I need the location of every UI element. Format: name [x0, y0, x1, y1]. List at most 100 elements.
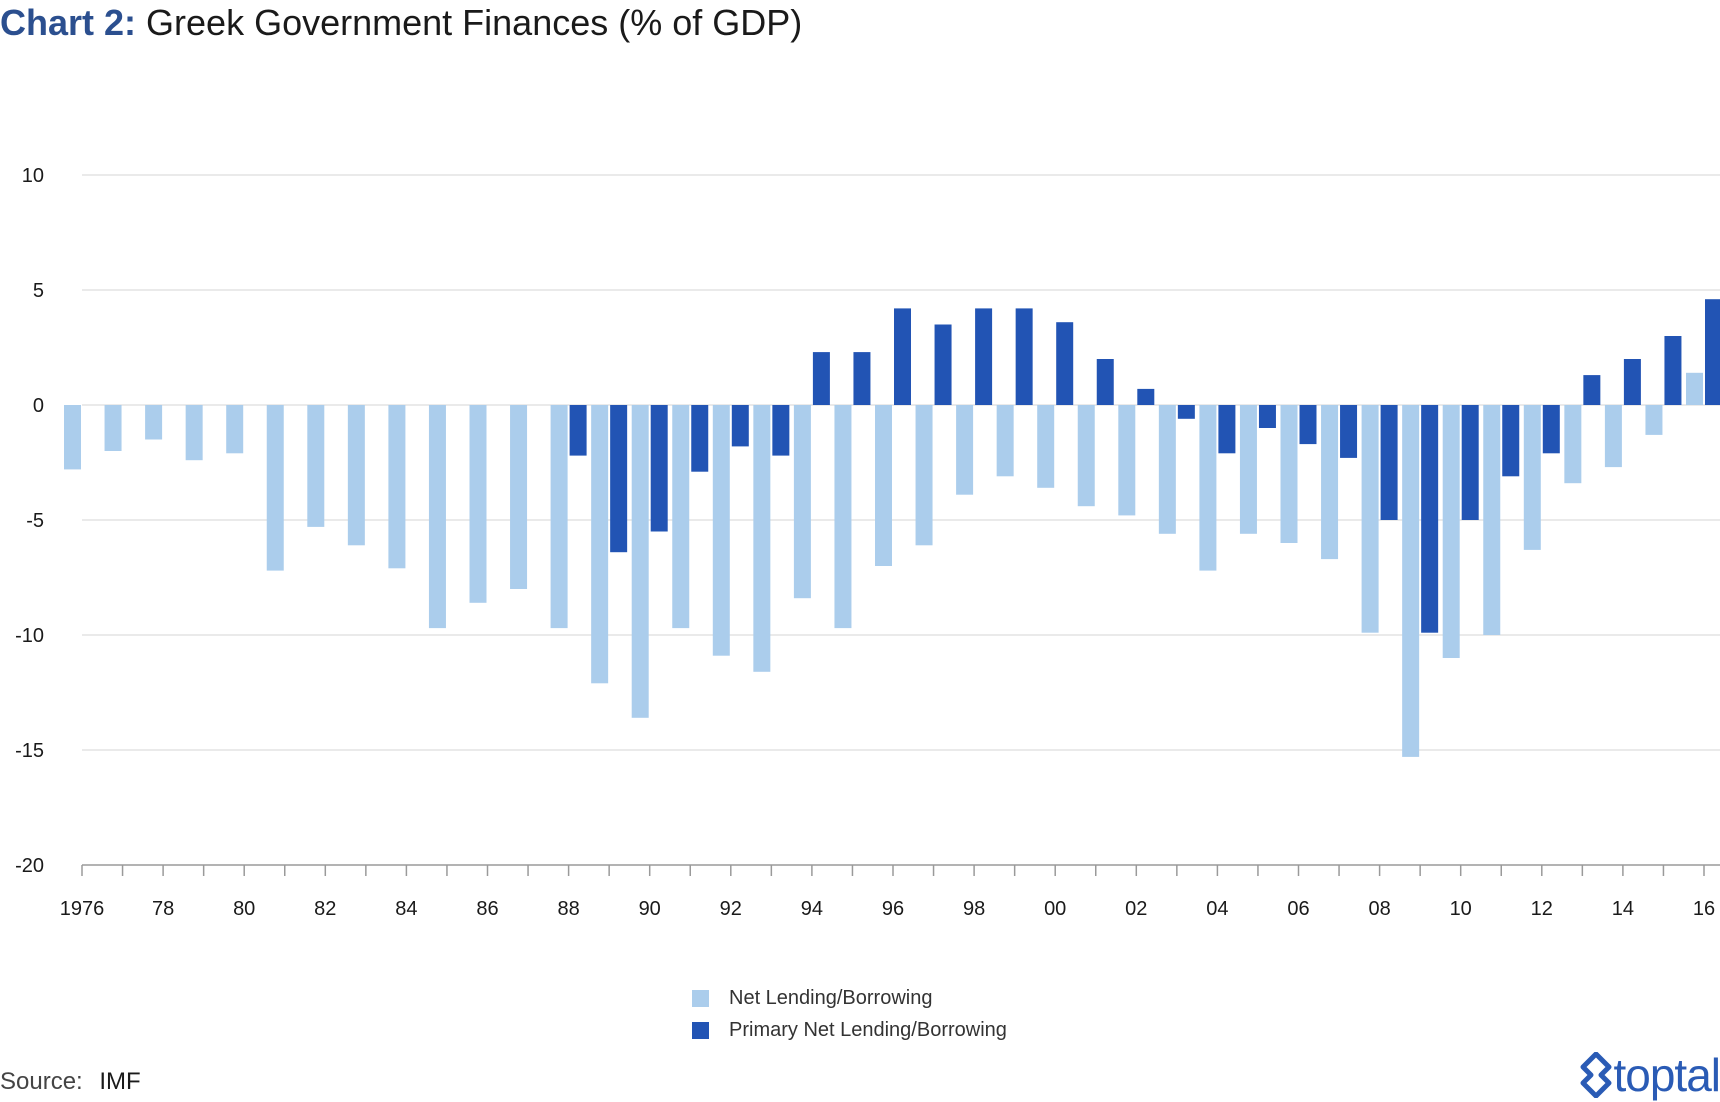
bar-net-lending	[266, 405, 284, 571]
bar-net-lending	[875, 405, 892, 566]
x-tick-label: 84	[395, 898, 417, 920]
bar-primary-net-lending	[691, 405, 709, 472]
bar-net-lending	[1118, 405, 1136, 516]
bar-net-lending	[1402, 405, 1420, 757]
bar-net-lending	[834, 405, 852, 629]
x-tick-label: 94	[801, 898, 823, 920]
bar-primary-net-lending	[1421, 405, 1439, 633]
legend-swatch-primary	[692, 1021, 709, 1039]
x-tick-label: 06	[1287, 898, 1309, 920]
chart-title: Chart 2: Greek Government Finances (% of…	[0, 2, 802, 44]
bar-primary-net-lending	[1299, 405, 1317, 445]
x-tick-label: 80	[233, 898, 255, 920]
bar-net-lending	[1158, 405, 1176, 534]
bar-net-lending	[1280, 405, 1298, 543]
bar-primary-net-lending	[1258, 405, 1276, 428]
bar-primary-net-lending	[1177, 405, 1195, 419]
bar-net-lending	[753, 405, 771, 672]
bar-net-lending	[1199, 405, 1217, 571]
bar-primary-net-lending	[772, 405, 790, 456]
x-tick-label: 16	[1693, 898, 1715, 920]
chart-title-prefix: Chart 2:	[0, 2, 137, 43]
bar-net-lending	[145, 405, 163, 440]
chart-title-text: Greek Government Finances (% of GDP)	[146, 2, 803, 43]
bar-primary-net-lending	[1015, 308, 1033, 405]
source-label: Source:	[0, 1068, 83, 1095]
legend: Net Lending/Borrowing Primary Net Lendin…	[692, 982, 1007, 1046]
bar-net-lending	[104, 405, 122, 451]
bar-net-lending	[915, 405, 933, 546]
x-tick-label: 00	[1044, 898, 1066, 920]
bar-net-lending	[1037, 405, 1055, 488]
y-tick-label: -20	[15, 855, 44, 877]
bar-primary-net-lending	[1461, 405, 1479, 520]
bar-primary-net-lending	[975, 308, 993, 405]
x-tick-label: 14	[1612, 898, 1634, 920]
legend-swatch-net	[692, 989, 709, 1007]
bar-net-lending	[550, 405, 568, 629]
bar-primary-net-lending	[1340, 405, 1358, 458]
bar-net-lending	[1321, 405, 1339, 560]
bar-net-lending	[1604, 405, 1622, 468]
bar-primary-net-lending	[1096, 359, 1114, 405]
y-tick-label: -15	[15, 740, 44, 762]
bar-net-lending	[307, 405, 325, 527]
bar-net-lending	[388, 405, 406, 569]
bar-primary-net-lending	[1056, 322, 1074, 405]
bar-net-lending	[469, 405, 487, 603]
legend-label-net: Net Lending/Borrowing	[729, 986, 933, 1009]
x-tick-label: 90	[639, 898, 661, 920]
y-tick-label: -10	[15, 625, 44, 647]
bar-net-lending	[996, 405, 1014, 477]
legend-label-primary: Primary Net Lending/Borrowing	[729, 1018, 1007, 1041]
toptal-logo-text: toptal	[1613, 1049, 1720, 1101]
x-tick-label: 78	[152, 898, 174, 920]
bar-primary-net-lending	[650, 405, 668, 532]
bar-net-lending	[956, 405, 974, 495]
x-tick-label: 86	[476, 898, 498, 920]
source-note: Source: IMF	[0, 1068, 141, 1096]
y-tick-label: 10	[22, 165, 44, 187]
bar-primary-net-lending	[1502, 405, 1520, 477]
bar-net-lending	[1442, 405, 1460, 658]
bar-primary-net-lending	[1664, 336, 1682, 405]
bar-net-lending	[1686, 372, 1703, 405]
bar-net-lending	[185, 405, 203, 461]
y-tick-label: 5	[33, 280, 44, 302]
bar-net-lending	[1077, 405, 1095, 507]
bar-primary-net-lending	[853, 352, 871, 405]
source-value: IMF	[99, 1068, 141, 1095]
bar-primary-net-lending	[1542, 405, 1560, 454]
toptal-logo-mark-icon	[1580, 1052, 1612, 1098]
bar-primary-net-lending	[1137, 388, 1155, 405]
x-tick-label: 88	[557, 898, 579, 920]
bar-net-lending	[1239, 405, 1257, 534]
bar-primary-net-lending	[610, 405, 628, 553]
bar-net-lending	[1483, 405, 1501, 635]
bar-primary-net-lending	[1623, 359, 1641, 405]
bar-net-lending	[1523, 405, 1541, 550]
bar-primary-net-lending	[569, 405, 587, 456]
y-tick-label: 0	[33, 395, 44, 417]
x-tick-label: 96	[882, 898, 904, 920]
bar-net-lending	[510, 405, 528, 589]
x-tick-label: 10	[1450, 898, 1472, 920]
y-tick-label: -5	[26, 510, 44, 532]
x-tick-label: 08	[1368, 898, 1390, 920]
bar-primary-net-lending	[894, 308, 911, 405]
bar-net-lending	[793, 405, 811, 599]
bar-net-lending	[226, 405, 244, 454]
legend-item-net: Net Lending/Borrowing	[692, 982, 1007, 1014]
bar-primary-net-lending	[1380, 405, 1398, 520]
x-tick-label: 1976	[60, 898, 105, 920]
bar-net-lending	[631, 405, 649, 718]
bar-net-lending	[591, 405, 609, 684]
bar-net-lending	[1361, 405, 1379, 633]
bar-net-lending	[712, 405, 730, 656]
bar-primary-net-lending	[731, 405, 749, 447]
x-tick-label: 92	[720, 898, 742, 920]
bar-net-lending	[672, 405, 690, 629]
x-tick-label: 82	[314, 898, 336, 920]
bar-net-lending	[428, 405, 446, 629]
bar-primary-net-lending	[1218, 405, 1236, 454]
